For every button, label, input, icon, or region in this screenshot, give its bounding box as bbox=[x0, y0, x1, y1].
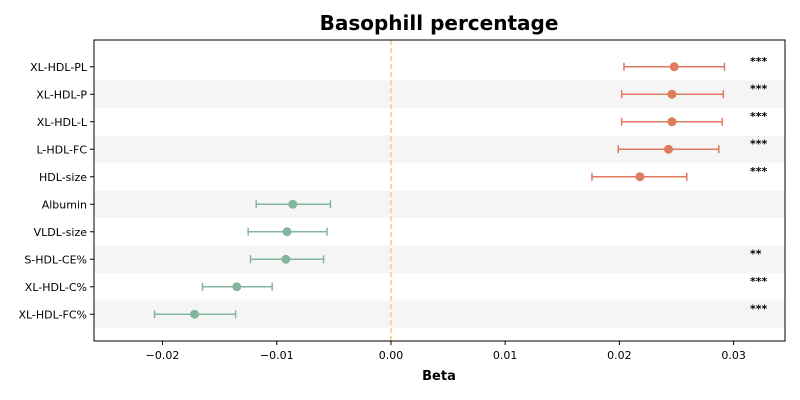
x-tick-label: 0.01 bbox=[493, 349, 518, 362]
estimate-point bbox=[281, 254, 291, 264]
estimate-row bbox=[623, 62, 726, 72]
significance-label: *** bbox=[750, 165, 768, 178]
estimate-point bbox=[664, 144, 674, 154]
x-tick-label: 0.03 bbox=[721, 349, 746, 362]
estimate-point bbox=[288, 199, 298, 209]
significance-label: *** bbox=[750, 55, 768, 68]
significance-label: *** bbox=[750, 302, 768, 315]
significance-markers: *********************** bbox=[750, 55, 768, 316]
estimate-point bbox=[282, 227, 292, 237]
estimate-point bbox=[635, 172, 645, 182]
estimate-point bbox=[232, 282, 242, 292]
y-tick-label: Albumin bbox=[42, 198, 87, 211]
estimate-row bbox=[153, 309, 237, 319]
y-tick-label: S-HDL-CE% bbox=[24, 253, 87, 266]
estimate-point bbox=[190, 309, 200, 319]
y-tick-label: XL-HDL-FC% bbox=[18, 308, 87, 321]
y-tick-label: VLDL-size bbox=[34, 226, 88, 239]
y-tick-label: XL-HDL-PL bbox=[30, 61, 88, 74]
y-tick-label: XL-HDL-P bbox=[36, 88, 87, 101]
x-tick-label: 0.02 bbox=[607, 349, 632, 362]
x-tick-label: 0.00 bbox=[379, 349, 404, 362]
x-axis: −0.02 −0.01 0.00 0.01 0.02 0.03 bbox=[146, 341, 746, 362]
row-band bbox=[94, 190, 785, 218]
x-tick-label: −0.02 bbox=[146, 349, 180, 362]
estimate-row bbox=[617, 144, 720, 154]
plot-frame bbox=[93, 39, 786, 342]
estimate-point bbox=[669, 62, 679, 72]
significance-label: *** bbox=[750, 275, 768, 288]
estimate-row bbox=[591, 172, 688, 182]
significance-label: *** bbox=[750, 110, 768, 123]
x-axis-label: Beta bbox=[422, 369, 456, 384]
estimate-row bbox=[249, 254, 325, 264]
estimate-row bbox=[247, 227, 328, 237]
y-axis: XL-HDL-PL XL-HDL-P XL-HDL-L L-HDL-FC HDL-siz… bbox=[18, 61, 94, 321]
row-band bbox=[94, 245, 785, 273]
y-tick-label: XL-HDL-C% bbox=[25, 281, 87, 294]
significance-label: *** bbox=[750, 137, 768, 150]
estimate-row bbox=[201, 282, 273, 292]
significance-label: ** bbox=[750, 247, 762, 260]
y-tick-label: L-HDL-FC bbox=[36, 143, 87, 156]
y-tick-label: HDL-size bbox=[39, 171, 87, 184]
data-marks bbox=[153, 62, 726, 319]
estimate-row bbox=[620, 89, 725, 99]
chart-title: Basophill percentage bbox=[320, 11, 559, 35]
estimate-point bbox=[667, 89, 677, 99]
estimate-point bbox=[667, 117, 677, 127]
y-tick-label: XL-HDL-L bbox=[37, 116, 88, 129]
estimate-row bbox=[620, 117, 723, 127]
estimate-row bbox=[255, 199, 332, 209]
x-tick-label: −0.01 bbox=[260, 349, 294, 362]
significance-label: *** bbox=[750, 82, 768, 95]
row-bands bbox=[94, 80, 785, 328]
